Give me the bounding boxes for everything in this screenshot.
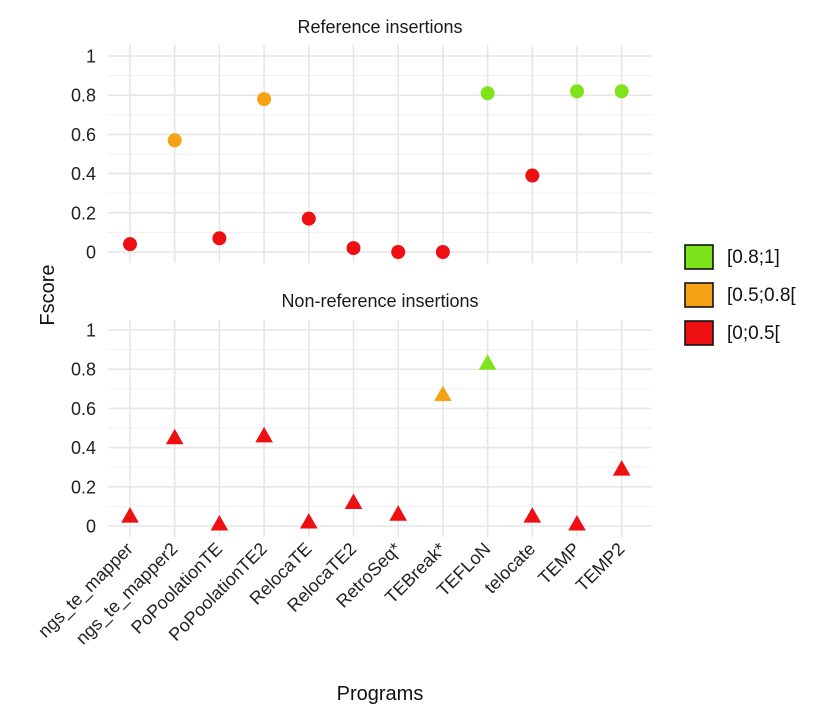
legend: [0.8;1] [0.5;0.8[ [0;0.5[ (684, 244, 796, 346)
data-point-triangle (612, 460, 631, 476)
data-point-circle (614, 84, 629, 99)
y-tick-label: 0.6 (71, 399, 96, 419)
y-tick-labels-reference: 0 0.2 0.4 0.6 0.8 1 (71, 47, 96, 263)
panel-title-non-reference: Non-reference insertions (281, 291, 478, 311)
legend-label: [0.8;1] (727, 247, 780, 268)
points-non-reference (121, 354, 631, 531)
x-axis-title: Programs (337, 683, 424, 705)
data-point-circle (570, 84, 584, 99)
legend-swatch (684, 282, 714, 308)
y-tick-label: 0 (86, 243, 96, 263)
y-tick-label: 0.2 (71, 203, 96, 223)
y-tick-label: 0 (86, 517, 96, 537)
x-tick-labels: ngs_te_mapperngs_te_mapper2PoPoolationTE… (34, 539, 628, 649)
data-point-triangle (434, 385, 452, 402)
data-point-triangle (165, 428, 184, 445)
data-point-triangle (210, 515, 229, 531)
data-point-circle (391, 245, 406, 259)
non-reference-insertions-panel: Non-reference insertions 0 0.2 0.4 0.6 0.8 1 (71, 291, 652, 537)
data-point-triangle (568, 515, 586, 531)
data-point-circle (480, 86, 495, 101)
legend-label: [0.5;0.8[ (727, 285, 796, 306)
y-tick-label: 0.8 (71, 86, 96, 106)
legend-swatch (684, 320, 714, 346)
data-point-circle (212, 231, 227, 246)
data-point-triangle (478, 354, 497, 370)
y-tick-label: 0.8 (71, 360, 96, 380)
data-point-triangle (121, 507, 139, 523)
data-point-circle (257, 92, 272, 107)
data-point-circle (435, 245, 450, 259)
data-point-circle (167, 133, 182, 148)
y-tick-label: 1 (86, 321, 96, 341)
y-axis-title: Fscore (37, 264, 59, 325)
data-point-circle (123, 237, 137, 252)
data-point-circle (301, 211, 316, 226)
grid-reference (108, 45, 652, 263)
y-tick-label: 0.6 (71, 125, 96, 145)
y-tick-label: 0.4 (71, 164, 96, 184)
y-tick-labels-non-reference: 0 0.2 0.4 0.6 0.8 1 (71, 321, 96, 537)
data-point-circle (346, 241, 361, 256)
reference-insertions-panel: Reference insertions 0 0.2 0.4 0.6 0.8 1 (71, 17, 652, 263)
points-reference (123, 84, 629, 259)
x-tick-label: telocate (480, 539, 539, 598)
x-tick-label: TEMP2 (572, 539, 629, 596)
data-point-triangle (255, 426, 273, 443)
data-point-triangle (389, 505, 408, 521)
legend-label: [0;0.5[ (727, 323, 781, 344)
data-point-triangle (344, 493, 363, 509)
data-point-triangle (523, 507, 542, 523)
y-tick-label: 0.2 (71, 477, 96, 497)
legend-swatch (684, 244, 714, 270)
panel-title-reference: Reference insertions (297, 17, 462, 37)
y-tick-label: 1 (86, 47, 96, 67)
data-point-triangle (299, 513, 318, 529)
data-point-circle (525, 168, 540, 183)
y-tick-label: 0.4 (71, 438, 96, 458)
grid-non-reference (108, 320, 652, 537)
